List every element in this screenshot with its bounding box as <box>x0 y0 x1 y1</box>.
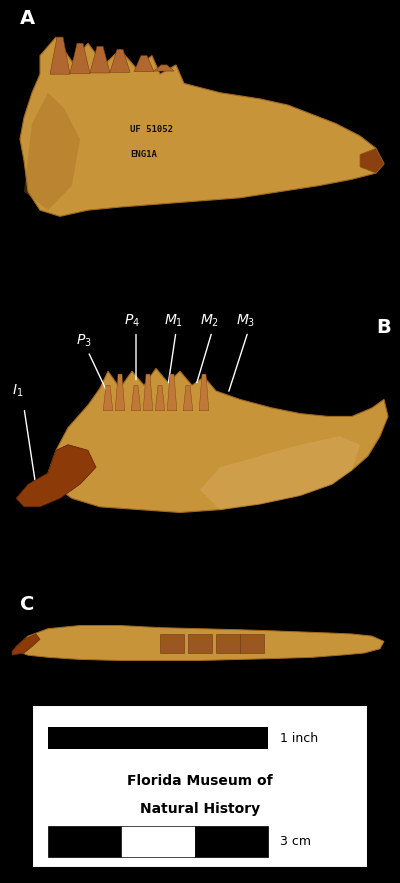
Text: $P_3$: $P_3$ <box>76 332 92 349</box>
Text: B: B <box>376 318 391 336</box>
Text: $M_3$: $M_3$ <box>236 313 255 328</box>
Polygon shape <box>20 37 384 216</box>
Polygon shape <box>16 445 96 507</box>
Polygon shape <box>188 634 212 653</box>
Text: C: C <box>20 595 34 614</box>
Text: $I_1$: $I_1$ <box>12 383 23 399</box>
Polygon shape <box>115 374 125 411</box>
Bar <box>121 826 195 857</box>
Text: 3 cm: 3 cm <box>280 834 311 848</box>
Polygon shape <box>90 46 110 73</box>
FancyBboxPatch shape <box>32 705 368 868</box>
Polygon shape <box>16 625 384 660</box>
Text: UF 51052: UF 51052 <box>130 125 174 134</box>
Polygon shape <box>103 385 113 411</box>
Polygon shape <box>216 634 240 653</box>
Polygon shape <box>110 49 130 72</box>
Polygon shape <box>240 634 264 653</box>
Text: 1 inch: 1 inch <box>280 732 318 745</box>
Bar <box>195 826 268 857</box>
Text: $P_4$: $P_4$ <box>124 313 140 328</box>
Text: Natural History: Natural History <box>140 802 260 816</box>
Text: $M_2$: $M_2$ <box>200 313 219 328</box>
Text: A: A <box>20 9 35 28</box>
Polygon shape <box>143 374 153 411</box>
Polygon shape <box>155 385 165 411</box>
Polygon shape <box>24 93 80 210</box>
Polygon shape <box>48 368 388 512</box>
Polygon shape <box>131 385 141 411</box>
Polygon shape <box>12 634 40 655</box>
Bar <box>48 728 268 750</box>
Polygon shape <box>154 64 174 71</box>
Polygon shape <box>70 43 90 73</box>
Polygon shape <box>183 385 193 411</box>
Bar <box>48 826 121 857</box>
Polygon shape <box>167 374 177 411</box>
Polygon shape <box>134 56 154 72</box>
Text: Florida Museum of: Florida Museum of <box>127 774 273 788</box>
Polygon shape <box>160 634 184 653</box>
Text: $M_1$: $M_1$ <box>164 313 183 328</box>
Polygon shape <box>360 148 384 173</box>
Text: ENG1A: ENG1A <box>130 150 158 159</box>
Polygon shape <box>199 374 209 411</box>
Polygon shape <box>200 436 360 509</box>
Polygon shape <box>50 37 70 74</box>
